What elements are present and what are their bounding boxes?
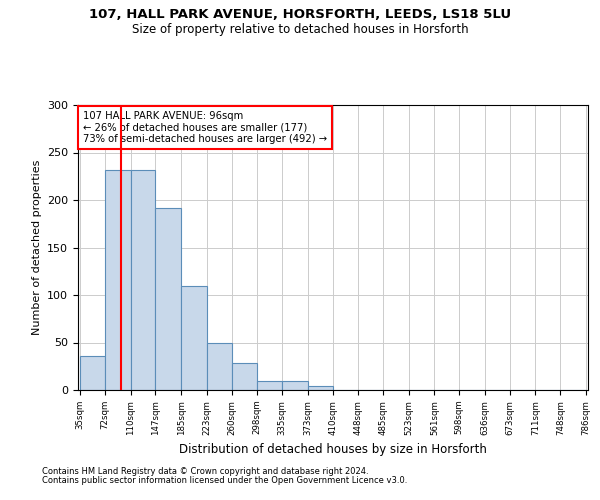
Bar [282, 380, 308, 390]
Bar [155, 208, 181, 390]
Text: 107, HALL PARK AVENUE, HORSFORTH, LEEDS, LS18 5LU: 107, HALL PARK AVENUE, HORSFORTH, LEEDS,… [89, 8, 511, 20]
Text: Contains public sector information licensed under the Open Government Licence v3: Contains public sector information licen… [42, 476, 407, 485]
Text: Contains HM Land Registry data © Crown copyright and database right 2024.: Contains HM Land Registry data © Crown c… [42, 467, 368, 476]
Bar [308, 386, 332, 390]
Text: Distribution of detached houses by size in Horsforth: Distribution of detached houses by size … [179, 442, 487, 456]
Text: Size of property relative to detached houses in Horsforth: Size of property relative to detached ho… [131, 22, 469, 36]
Bar [181, 286, 206, 390]
Bar [131, 170, 155, 390]
Bar [206, 342, 232, 390]
Text: 107 HALL PARK AVENUE: 96sqm
← 26% of detached houses are smaller (177)
73% of se: 107 HALL PARK AVENUE: 96sqm ← 26% of det… [83, 110, 327, 144]
Bar [232, 364, 257, 390]
Bar [257, 380, 282, 390]
Bar [80, 356, 105, 390]
Bar [105, 170, 131, 390]
Y-axis label: Number of detached properties: Number of detached properties [32, 160, 41, 335]
